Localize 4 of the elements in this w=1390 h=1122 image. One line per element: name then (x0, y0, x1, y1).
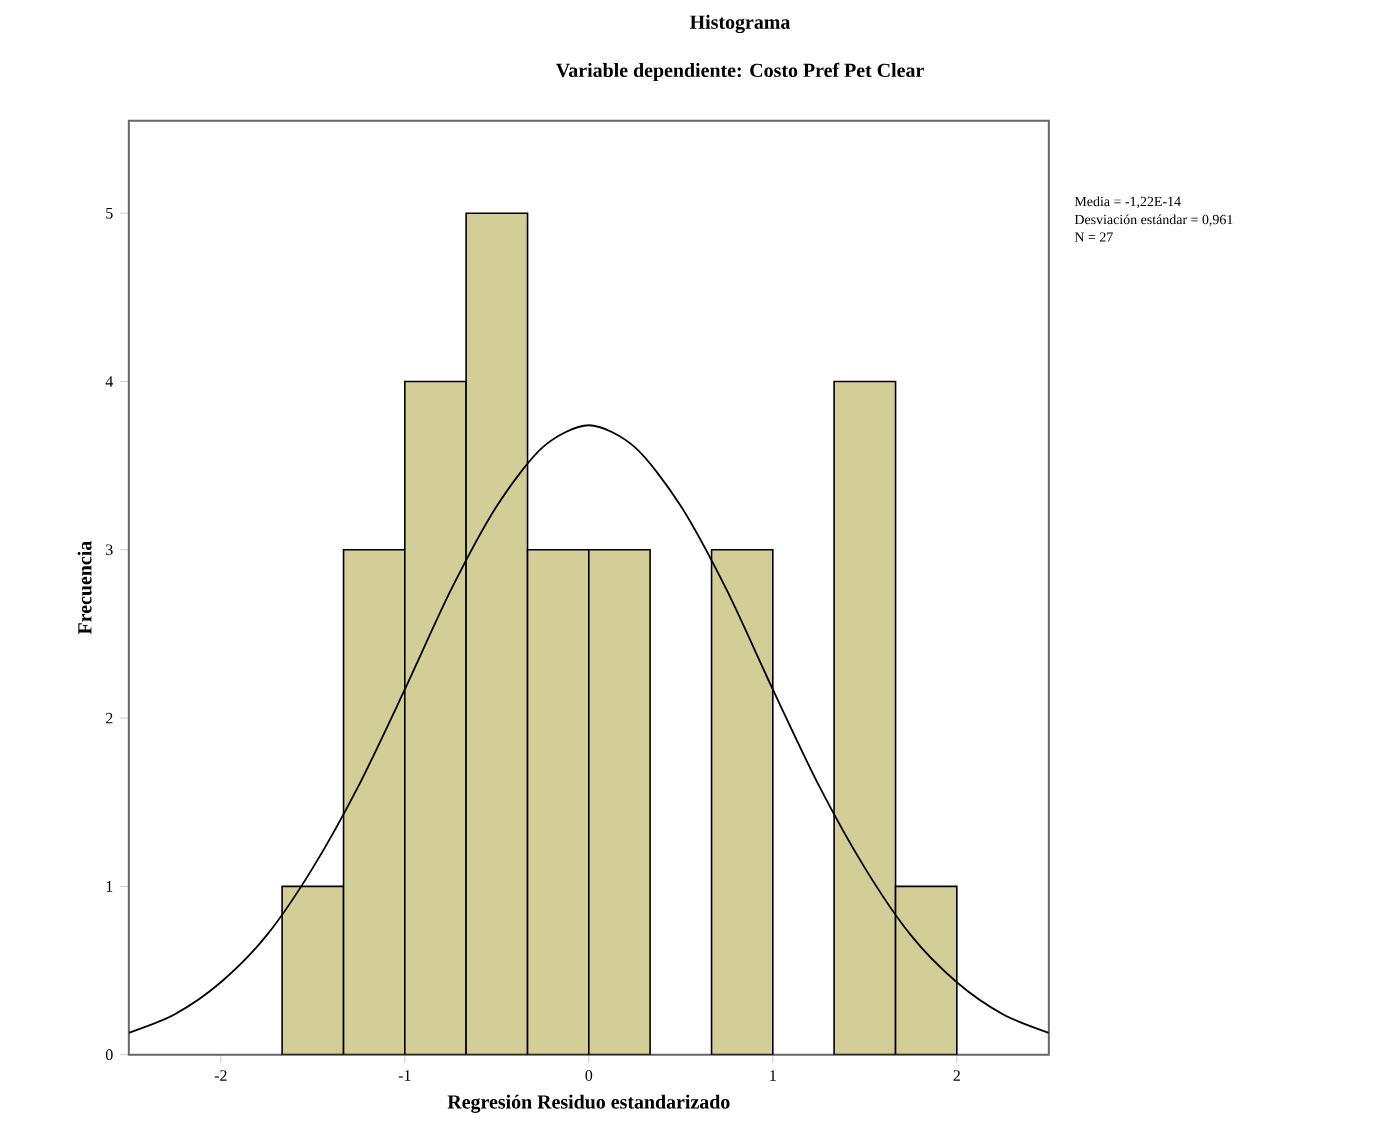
chart-subtitle: Variable dependiente: Costo Pref Pet Clear (555, 62, 924, 82)
y-axis-title: Frecuencia (77, 541, 92, 635)
chart-title: Histograma (690, 14, 791, 34)
x-axis-title: Regresión Residuo estandarizado (447, 1094, 730, 1113)
